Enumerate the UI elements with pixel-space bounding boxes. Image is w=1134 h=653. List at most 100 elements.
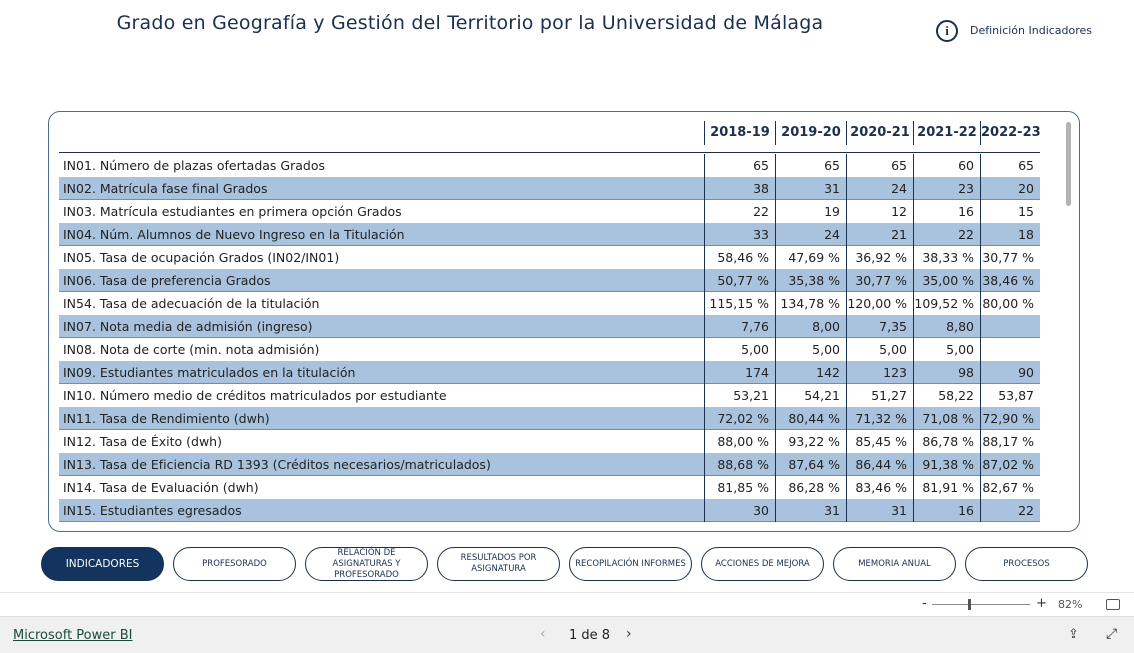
nav-tab[interactable]: INDICADORES	[41, 547, 164, 581]
value-cell: 24	[846, 177, 913, 200]
table-row: IN14. Tasa de Evaluación (dwh) 81,85 % 86,…	[59, 476, 1040, 499]
zoom-out[interactable]: -	[922, 596, 927, 611]
value-cell: 91,38 %	[913, 453, 980, 476]
value-cell: 38	[704, 177, 775, 200]
value-cell: 65	[775, 154, 846, 177]
value-cell: 90	[980, 361, 1040, 384]
value-cell: 88,17 %	[980, 430, 1040, 453]
value-cell: 134,78 %	[775, 292, 846, 315]
indicator-label: IN02. Matrícula fase final Grados	[63, 181, 268, 196]
report-title: Grado en Geografía y Gestión del Territo…	[116, 12, 824, 34]
page-indicator: 1 de 8	[569, 628, 611, 643]
value-cell: 58,46 %	[704, 246, 775, 269]
value-cell: 5,00	[704, 338, 775, 361]
indicator-label: IN05. Tasa de ocupación Grados (IN02/IN0…	[63, 250, 340, 265]
table-row: IN54. Tasa de adecuación de la titulació…	[59, 292, 1040, 315]
value-cell: 5,00	[775, 338, 846, 361]
value-cell: 93,22 %	[775, 430, 846, 453]
info-link[interactable]: Definición Indicadores	[970, 24, 1093, 37]
value-cell: 16	[913, 200, 980, 223]
value-cell: 174	[704, 361, 775, 384]
indicator-label: IN14. Tasa de Evaluación (dwh)	[63, 480, 259, 495]
value-cell: 81,91 %	[913, 476, 980, 499]
value-cell: 120,00 %	[846, 292, 913, 315]
scrollbar[interactable]	[1066, 122, 1071, 206]
indicator-label: IN06. Tasa de preferencia Grados	[63, 273, 271, 288]
table-row: IN10. Número medio de créditos matricula…	[59, 384, 1040, 407]
zoom-thumb[interactable]	[968, 599, 971, 610]
value-cell: 54,21	[775, 384, 846, 407]
indicator-label: IN12. Tasa de Éxito (dwh)	[63, 434, 222, 449]
indicator-label: IN13. Tasa de Eficiencia RD 1393 (Crédit…	[63, 457, 491, 472]
value-cell: 86,78 %	[913, 430, 980, 453]
value-cell: 8,80	[913, 315, 980, 338]
value-cell: 18	[980, 223, 1040, 246]
value-cell: 47,69 %	[775, 246, 846, 269]
value-cell: 19	[775, 200, 846, 223]
value-cell: 22	[704, 200, 775, 223]
value-cell: 72,02 %	[704, 407, 775, 430]
value-cell: 98	[913, 361, 980, 384]
nav-tab[interactable]: PROFESORADO	[173, 547, 296, 581]
nav-tab[interactable]: RECOPILACIÓN INFORMES	[569, 547, 692, 581]
indicator-label: IN07. Nota media de admisión (ingreso)	[63, 319, 313, 334]
value-cell: 24	[775, 223, 846, 246]
value-cell: 72,90 %	[980, 407, 1040, 430]
nav-tab[interactable]: RELACIÓN DE ASIGNATURAS Y PROFESORADO	[305, 547, 428, 581]
value-cell: 51,27	[846, 384, 913, 407]
nav-tab[interactable]: MEMORIA ANUAL	[833, 547, 956, 581]
zoom-level: 82%	[1058, 598, 1083, 611]
value-cell: 60	[913, 154, 980, 177]
fullscreen-icon[interactable]: ⤢	[1106, 626, 1118, 642]
value-cell: 15	[980, 200, 1040, 223]
value-cell: 123	[846, 361, 913, 384]
value-cell: 20	[980, 177, 1040, 200]
value-cell: 7,76	[704, 315, 775, 338]
value-cell: 65	[980, 154, 1040, 177]
prev-page[interactable]: ‹	[540, 626, 546, 642]
value-cell: 86,28 %	[775, 476, 846, 499]
value-cell: 33	[704, 223, 775, 246]
share-icon[interactable]: ⇪	[1068, 627, 1079, 642]
value-cell: 65	[704, 154, 775, 177]
header-rule	[59, 152, 1040, 153]
value-cell: 142	[775, 361, 846, 384]
nav-tab[interactable]: RESULTADOS POR ASIGNATURA	[437, 547, 560, 581]
value-cell: 115,15 %	[704, 292, 775, 315]
fit-icon[interactable]	[1106, 599, 1120, 610]
value-cell: 83,46 %	[846, 476, 913, 499]
value-cell	[980, 338, 1040, 361]
indicator-label: IN01. Número de plazas ofertadas Grados	[63, 158, 325, 173]
value-cell: 81,85 %	[704, 476, 775, 499]
next-page[interactable]: ›	[626, 626, 632, 642]
value-cell: 22	[913, 223, 980, 246]
value-cell: 8,00	[775, 315, 846, 338]
value-cell: 38,33 %	[913, 246, 980, 269]
indicator-label: IN11. Tasa de Rendimiento (dwh)	[63, 411, 270, 426]
indicator-label: IN08. Nota de corte (min. nota admisión)	[63, 342, 320, 357]
table-row: IN04. Núm. Alumnos de Nuevo Ingreso en l…	[59, 223, 1040, 246]
value-cell: 23	[913, 177, 980, 200]
nav-tab[interactable]: ACCIONES DE MEJORA	[701, 547, 824, 581]
indicator-label: IN54. Tasa de adecuación de la titulació…	[63, 296, 320, 311]
value-cell: 53,87	[980, 384, 1040, 407]
info-icon[interactable]: i	[936, 20, 958, 42]
value-cell: 30,77 %	[980, 246, 1040, 269]
value-cell: 30,77 %	[846, 269, 913, 292]
table-row: IN12. Tasa de Éxito (dwh) 88,00 % 93,22 % 8…	[59, 430, 1040, 453]
value-cell: 50,77 %	[704, 269, 775, 292]
value-cell: 80,00 %	[980, 292, 1040, 315]
table-row: IN03. Matrícula estudiantes en primera o…	[59, 200, 1040, 223]
column-header: 2019-20	[775, 121, 846, 145]
table-row: IN09. Estudiantes matriculados en la tit…	[59, 361, 1040, 384]
zoom-in[interactable]: +	[1036, 596, 1047, 611]
table-visual: 2018-19 2019-20 2020-21 2021-22 2022-23 IN01.…	[48, 111, 1080, 532]
value-cell: 22	[980, 499, 1040, 522]
value-cell: 35,00 %	[913, 269, 980, 292]
brand-link[interactable]: Microsoft Power BI	[13, 628, 133, 643]
indicator-label: IN09. Estudiantes matriculados en la tit…	[63, 365, 356, 380]
value-cell: 88,68 %	[704, 453, 775, 476]
value-cell: 109,52 %	[913, 292, 980, 315]
nav-tab[interactable]: PROCESOS	[965, 547, 1088, 581]
